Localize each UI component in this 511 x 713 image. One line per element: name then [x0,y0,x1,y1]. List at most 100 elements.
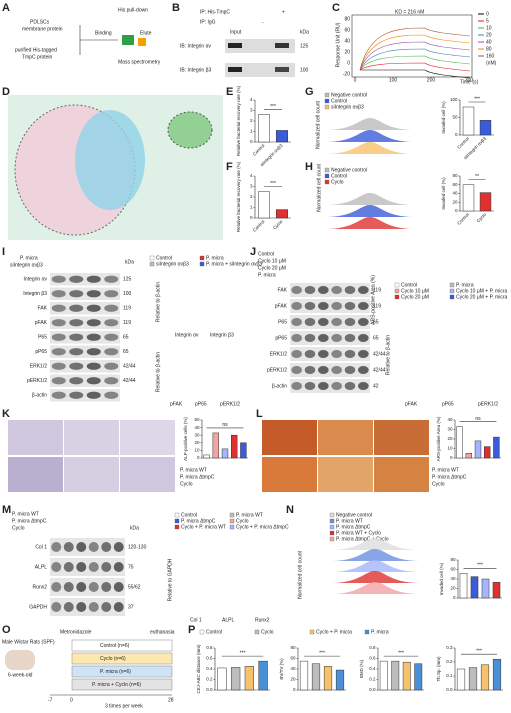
bar [480,664,490,691]
blot-band [101,602,112,612]
legend-entry: P. micra [371,629,389,635]
legend-entry: Control [331,98,347,104]
legend-entry: P. micra + siIntegrin αvβ3 [206,261,262,267]
y-tick-label: 1 [250,205,253,210]
blot-band [331,334,342,342]
y-tick-label: 3 [250,108,253,113]
bar [468,667,478,691]
histogram [325,118,415,130]
condition: Cyclo 10 μM [258,258,286,264]
blot-band [331,318,342,326]
bar [212,432,219,459]
bar [474,440,482,459]
y-tick-label: 1 [250,129,253,134]
legend-swatch [199,255,205,261]
legend-swatch [324,104,330,110]
blot-band [291,350,302,358]
legend-swatch [229,518,235,524]
legend-swatch [324,179,330,185]
bar [221,448,229,459]
condition: Cyclo 20 μM [258,265,286,271]
y-tick-label: 40 [344,38,350,44]
bar [481,578,490,599]
group: Cyclo (n=6) [100,656,126,662]
kda-label: 119 [373,287,381,293]
kda-label: 65 [123,349,129,355]
bar [470,576,479,599]
sensorgram-curve [359,48,471,71]
sig-label: *** [398,650,404,656]
blot-band [318,366,329,374]
sensorgram-curve [359,34,471,71]
blot-band [69,391,84,399]
legend-entry: P. micra ΔtmpC + Cyclo [336,536,389,542]
histogram [330,560,420,572]
kda-label: 65 [373,319,379,325]
category: ALPL [222,617,234,623]
kda-label: 65 [123,335,129,341]
legend-entry: 5 [486,18,489,24]
kda-label: 37 [128,604,134,610]
y-tick-label: 30 [447,427,453,432]
histogram [325,193,415,205]
legend-swatch [329,518,335,524]
blot-band [304,334,316,342]
bar [299,660,309,691]
y-tick-label: 20 [452,199,458,204]
blot-band [86,304,101,312]
y-tick-label: 0.8 [369,645,376,650]
legend-swatch [329,536,335,542]
y-tick-label: 0.1 [446,673,453,678]
category: pERK1/2 [478,401,498,407]
blot-label: ALPL [35,564,47,570]
y-tick-label: 20 [447,436,453,441]
panel-n: Normalized cell count [297,550,303,598]
bar [484,446,491,459]
y-tick-label: 0 [293,687,296,692]
legend-swatch [229,512,235,518]
panel-letter: D [2,86,10,98]
blot-strip [50,331,120,344]
blot-band [69,333,84,341]
day: 0 [70,697,73,703]
legend-entry: P. micra WT + Cyclo [336,530,381,536]
label: Binding [95,30,112,36]
legend-entry: P. micra WT [236,512,263,518]
blot-band [318,382,329,390]
kda-label: 42 [373,383,379,389]
sig-label: *** [319,650,325,656]
sig-label: *** [476,649,482,655]
histogram [325,142,415,154]
condition: P. micra WT [432,467,459,473]
x-tick-label: 200 [427,77,436,83]
legend-entry: P. micra [456,282,474,288]
sensorgram-curve [359,27,471,71]
blot-band [101,542,112,552]
blot-band [304,318,316,326]
legend-entry: 80 [486,46,492,52]
blot-band [88,542,99,552]
y-label: CEJ-ABC distance (mm) [196,644,201,694]
legend-entry: 160 [486,53,495,59]
sig-label: ns [222,422,228,428]
legend-swatch [329,512,335,518]
blot-strip [290,363,370,377]
kda-label: 119 [123,320,131,326]
bar [402,661,411,691]
y-tick-label: 0.0 [446,687,453,692]
blot-band [344,382,356,390]
y-tick-label: 60 [450,567,456,572]
label: 100 [300,67,309,73]
y-tick-label: 0.6 [206,656,213,661]
y-tick-label: 20 [450,586,456,591]
y-tick-label: 20 [344,49,350,55]
y-tick-label: 0.3 [446,645,453,650]
blot-band [344,286,356,294]
y-tick-label: 0 [347,60,350,66]
blot-label: pP65 [275,335,287,341]
k-images [8,420,175,492]
legend-entry: siIntegrin αvβ3 [331,104,364,110]
y-tick-label: 0.0 [206,687,213,692]
blot-band [344,334,356,342]
